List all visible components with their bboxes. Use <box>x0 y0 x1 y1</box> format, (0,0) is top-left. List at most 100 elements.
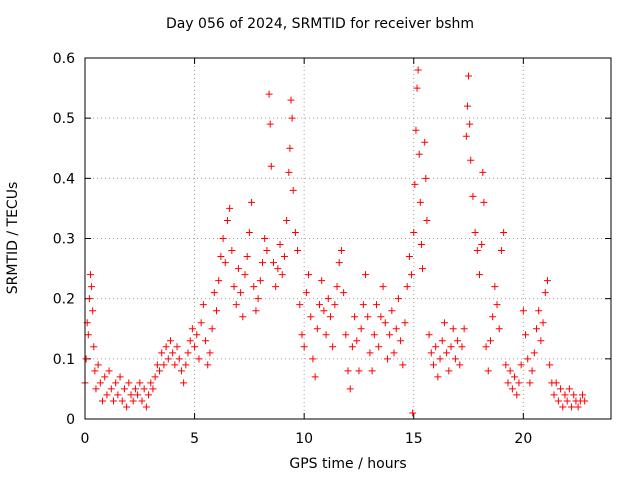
data-point <box>287 96 295 104</box>
data-point <box>118 397 126 405</box>
data-point <box>405 253 413 261</box>
data-point <box>254 295 262 303</box>
data-point <box>399 361 407 369</box>
data-point <box>409 409 417 417</box>
data-point <box>252 307 260 315</box>
data-point <box>84 331 92 339</box>
x-tick-label: 0 <box>81 431 90 447</box>
data-point <box>519 307 527 315</box>
data-point <box>232 301 240 309</box>
x-axis-label: GPS time / hours <box>289 456 407 472</box>
data-point <box>532 325 540 333</box>
data-point <box>379 283 387 291</box>
grid-lines <box>85 57 611 419</box>
data-point <box>305 271 313 279</box>
data-point <box>243 253 251 261</box>
data-point <box>451 355 459 363</box>
data-point <box>125 379 133 387</box>
data-point <box>537 337 545 345</box>
data-point <box>237 289 245 297</box>
data-point <box>202 337 210 345</box>
data-point <box>469 192 477 200</box>
data-point <box>574 403 582 411</box>
data-point <box>515 379 523 387</box>
y-tick-label: 0.5 <box>53 111 75 127</box>
data-point <box>411 180 419 188</box>
data-point <box>294 247 302 255</box>
data-point <box>322 331 330 339</box>
data-point <box>278 271 286 279</box>
y-tick-label: 0.1 <box>53 352 75 368</box>
data-point <box>491 283 499 291</box>
data-point <box>561 391 569 399</box>
data-point <box>513 391 521 399</box>
data-point <box>151 373 159 381</box>
data-point <box>486 337 494 345</box>
data-point <box>265 90 273 98</box>
data-point <box>550 391 558 399</box>
y-tick-label: 0 <box>66 412 75 428</box>
data-point <box>517 361 525 369</box>
data-point <box>340 289 348 297</box>
data-point <box>579 391 587 399</box>
data-point <box>429 361 437 369</box>
data-point <box>199 301 207 309</box>
data-point <box>401 319 409 327</box>
data-point <box>557 385 565 393</box>
data-point <box>234 265 242 273</box>
x-tick-label: 5 <box>190 431 199 447</box>
data-point <box>456 361 464 369</box>
data-point <box>88 283 96 291</box>
data-point <box>493 301 501 309</box>
data-point <box>463 102 471 110</box>
data-point <box>269 259 277 267</box>
axis-ticks: 0 5 10 15 20 0 0.1 0.2 0.3 0.4 0.5 0.6 <box>53 51 611 447</box>
data-point <box>465 72 473 80</box>
data-point <box>138 397 146 405</box>
data-point <box>331 301 339 309</box>
data-point <box>546 361 554 369</box>
data-point <box>123 403 131 411</box>
data-point <box>554 397 562 405</box>
data-point <box>386 331 394 339</box>
data-point <box>162 343 170 351</box>
data-point <box>256 277 264 285</box>
data-point <box>397 337 405 345</box>
data-point <box>239 313 247 321</box>
data-point <box>526 379 534 387</box>
data-point <box>497 247 505 255</box>
data-point <box>438 337 446 345</box>
plot-border <box>84 57 612 420</box>
data-point <box>131 385 139 393</box>
data-point <box>316 301 324 309</box>
data-point <box>223 216 231 224</box>
data-point <box>436 355 444 363</box>
data-point <box>394 295 402 303</box>
data-point <box>215 277 223 285</box>
data-point <box>107 385 115 393</box>
data-point <box>99 397 107 405</box>
data-point <box>434 373 442 381</box>
data-point <box>241 271 249 279</box>
data-point <box>476 271 483 279</box>
data-point <box>543 277 551 285</box>
x-tick-label: 15 <box>405 431 423 447</box>
data-point <box>478 241 486 249</box>
data-point <box>142 403 150 411</box>
data-point <box>291 228 299 236</box>
y-tick-label: 0.3 <box>53 232 75 248</box>
data-point <box>530 349 538 357</box>
data-point <box>286 144 294 152</box>
data-point <box>449 325 457 333</box>
data-point <box>105 367 113 375</box>
data-point <box>495 325 503 333</box>
data-point <box>482 343 490 351</box>
data-point <box>423 216 431 224</box>
data-point <box>381 319 389 327</box>
data-point <box>414 66 422 74</box>
x-tick-label: 20 <box>514 431 532 447</box>
data-point <box>289 186 297 194</box>
data-point <box>191 343 199 351</box>
data-point <box>375 343 383 351</box>
